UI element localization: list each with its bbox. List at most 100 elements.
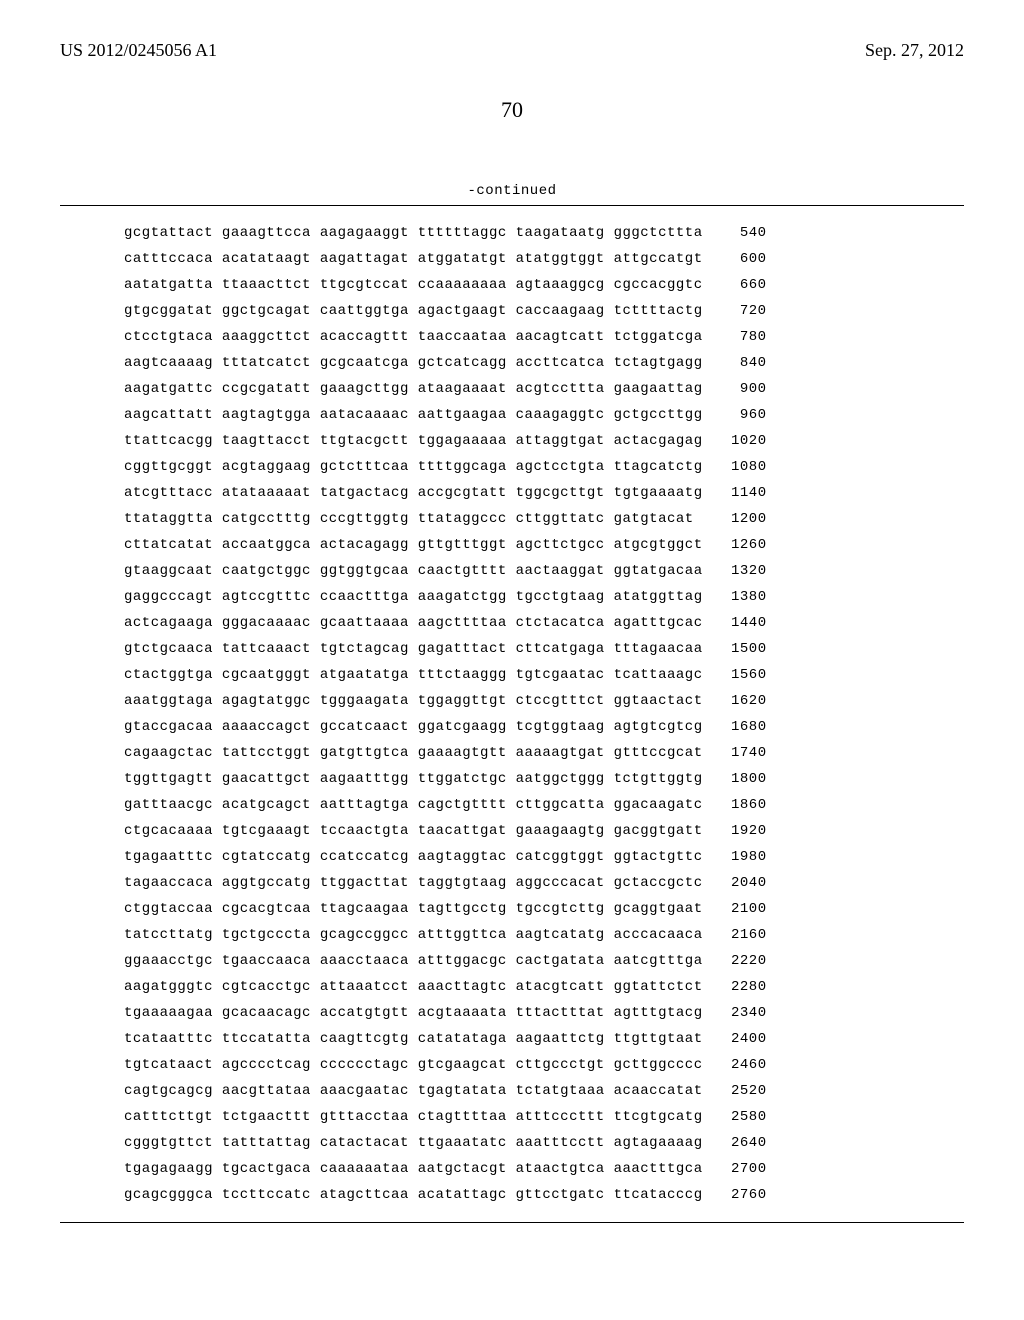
sequence-groups: aaatggtaga agagtatggc tgggaagata tggaggt… (124, 688, 727, 714)
sequence-row: aagatgggtc cgtcacctgc attaaatcct aaactta… (124, 974, 767, 1000)
sequence-groups: cggttgcggt acgtaggaag gctctttcaa ttttggc… (124, 454, 727, 480)
sequence-groups: tggttgagtt gaacattgct aagaatttgg ttggatc… (124, 766, 727, 792)
sequence-row: catttccaca acatataagt aagattagat atggata… (124, 246, 767, 272)
sequence-position: 1980 (727, 844, 767, 870)
sequence-row: tatccttatg tgctgcccta gcagccggcc atttggt… (124, 922, 767, 948)
sequence-position: 1500 (727, 636, 767, 662)
sequence-row: tgagagaagg tgcactgaca caaaaaataa aatgcta… (124, 1156, 767, 1182)
sequence-position: 2280 (727, 974, 767, 1000)
sequence-position: 540 (727, 220, 767, 246)
sequence-row: tgtcataact agcccctcag cccccctagc gtcgaag… (124, 1052, 767, 1078)
page-number: 70 (60, 97, 964, 123)
sequence-position: 1440 (727, 610, 767, 636)
sequence-position: 1740 (727, 740, 767, 766)
sequence-groups: tgaaaaagaa gcacaacagc accatgtgtt acgtaaa… (124, 1000, 727, 1026)
sequence-position: 780 (727, 324, 767, 350)
sequence-groups: aagatgggtc cgtcacctgc attaaatcct aaactta… (124, 974, 727, 1000)
sequence-row: ctactggtga cgcaatgggt atgaatatga tttctaa… (124, 662, 767, 688)
sequence-position: 2460 (727, 1052, 767, 1078)
sequence-row: tagaaccaca aggtgccatg ttggacttat taggtgt… (124, 870, 767, 896)
sequence-position: 1860 (727, 792, 767, 818)
sequence-row: aaatggtaga agagtatggc tgggaagata tggaggt… (124, 688, 767, 714)
sequence-position: 1320 (727, 558, 767, 584)
sequence-position: 1380 (727, 584, 767, 610)
sequence-row: ggaaacctgc tgaaccaaca aaacctaaca atttgga… (124, 948, 767, 974)
sequence-row: gcgtattact gaaagttcca aagagaaggt tttttta… (124, 220, 767, 246)
sequence-row: aatatgatta ttaaacttct ttgcgtccat ccaaaaa… (124, 272, 767, 298)
sequence-position: 1800 (727, 766, 767, 792)
sequence-position: 2580 (727, 1104, 767, 1130)
sequence-position: 2760 (727, 1182, 767, 1208)
sequence-row: ctggtaccaa cgcacgtcaa ttagcaagaa tagttgc… (124, 896, 767, 922)
sequence-row: aagtcaaaag tttatcatct gcgcaatcga gctcatc… (124, 350, 767, 376)
sequence-row: gtaccgacaa aaaaccagct gccatcaact ggatcga… (124, 714, 767, 740)
sequence-row: atcgtttacc atataaaaat tatgactacg accgcgt… (124, 480, 767, 506)
sequence-groups: tagaaccaca aggtgccatg ttggacttat taggtgt… (124, 870, 727, 896)
sequence-row: ttataggtta catgcctttg cccgttggtg ttatagg… (124, 506, 767, 532)
sequence-position: 2040 (727, 870, 767, 896)
sequence-groups: ttataggtta catgcctttg cccgttggtg ttatagg… (124, 506, 727, 532)
sequence-position: 2340 (727, 1000, 767, 1026)
sequence-row: actcagaaga gggacaaaac gcaattaaaa aagcttt… (124, 610, 767, 636)
sequence-groups: atcgtttacc atataaaaat tatgactacg accgcgt… (124, 480, 727, 506)
sequence-groups: cagtgcagcg aacgttataa aaacgaatac tgagtat… (124, 1078, 727, 1104)
sequence-row: gtgcggatat ggctgcagat caattggtga agactga… (124, 298, 767, 324)
sequence-row: ttattcacgg taagttacct ttgtacgctt tggagaa… (124, 428, 767, 454)
sequence-groups: cttatcatat accaatggca actacagagg gttgttt… (124, 532, 727, 558)
sequence-groups: tcataatttc ttccatatta caagttcgtg catatat… (124, 1026, 727, 1052)
sequence-groups: tatccttatg tgctgcccta gcagccggcc atttggt… (124, 922, 727, 948)
sequence-position: 1200 (727, 506, 767, 532)
sequence-row: catttcttgt tctgaacttt gtttacctaa ctagttt… (124, 1104, 767, 1130)
sequence-position: 1140 (727, 480, 767, 506)
sequence-groups: actcagaaga gggacaaaac gcaattaaaa aagcttt… (124, 610, 727, 636)
sequence-row: tgagaatttc cgtatccatg ccatccatcg aagtagg… (124, 844, 767, 870)
sequence-row: gtaaggcaat caatgctggc ggtggtgcaa caactgt… (124, 558, 767, 584)
sequence-position: 1560 (727, 662, 767, 688)
sequence-row: tggttgagtt gaacattgct aagaatttgg ttggatc… (124, 766, 767, 792)
publication-number: US 2012/0245056 A1 (60, 40, 217, 61)
sequence-position: 1080 (727, 454, 767, 480)
page-container: US 2012/0245056 A1 Sep. 27, 2012 70 -con… (0, 0, 1024, 1283)
sequence-groups: gtgcggatat ggctgcagat caattggtga agactga… (124, 298, 727, 324)
sequence-row: ctcctgtaca aaaggcttct acaccagttt taaccaa… (124, 324, 767, 350)
sequence-position: 720 (727, 298, 767, 324)
header-row: US 2012/0245056 A1 Sep. 27, 2012 (60, 40, 964, 61)
sequence-groups: cagaagctac tattcctggt gatgttgtca gaaaagt… (124, 740, 727, 766)
sequence-table: gcgtattact gaaagttcca aagagaaggt tttttta… (124, 220, 767, 1208)
sequence-groups: ctgcacaaaa tgtcgaaagt tccaactgta taacatt… (124, 818, 727, 844)
sequence-position: 1260 (727, 532, 767, 558)
sequence-row: cagaagctac tattcctggt gatgttgtca gaaaagt… (124, 740, 767, 766)
sequence-groups: ttattcacgg taagttacct ttgtacgctt tggagaa… (124, 428, 727, 454)
sequence-position: 2400 (727, 1026, 767, 1052)
sequence-row: aagatgattc ccgcgatatt gaaagcttgg ataagaa… (124, 376, 767, 402)
sequence-position: 2640 (727, 1130, 767, 1156)
sequence-row: cttatcatat accaatggca actacagagg gttgttt… (124, 532, 767, 558)
sequence-position: 660 (727, 272, 767, 298)
sequence-groups: catttcttgt tctgaacttt gtttacctaa ctagttt… (124, 1104, 727, 1130)
sequence-groups: ggaaacctgc tgaaccaaca aaacctaaca atttgga… (124, 948, 727, 974)
sequence-groups: ctggtaccaa cgcacgtcaa ttagcaagaa tagttgc… (124, 896, 727, 922)
sequence-groups: tgagaatttc cgtatccatg ccatccatcg aagtagg… (124, 844, 727, 870)
sequence-groups: gcgtattact gaaagttcca aagagaaggt tttttta… (124, 220, 727, 246)
publication-date: Sep. 27, 2012 (865, 40, 964, 61)
sequence-groups: ctcctgtaca aaaggcttct acaccagttt taaccaa… (124, 324, 727, 350)
sequence-row: gcagcgggca tccttccatc atagcttcaa acatatt… (124, 1182, 767, 1208)
sequence-row: gatttaacgc acatgcagct aatttagtga cagctgt… (124, 792, 767, 818)
sequence-row: cagtgcagcg aacgttataa aaacgaatac tgagtat… (124, 1078, 767, 1104)
sequence-position: 2520 (727, 1078, 767, 1104)
sequence-position: 600 (727, 246, 767, 272)
sequence-groups: cgggtgttct tatttattag catactacat ttgaaat… (124, 1130, 727, 1156)
sequence-row: tcataatttc ttccatatta caagttcgtg catatat… (124, 1026, 767, 1052)
sequence-groups: gcagcgggca tccttccatc atagcttcaa acatatt… (124, 1182, 727, 1208)
sequence-groups: aagcattatt aagtagtgga aatacaaaac aattgaa… (124, 402, 727, 428)
sequence-block: gcgtattact gaaagttcca aagagaaggt tttttta… (60, 205, 964, 1223)
sequence-row: tgaaaaagaa gcacaacagc accatgtgtt acgtaaa… (124, 1000, 767, 1026)
sequence-row: gtctgcaaca tattcaaact tgtctagcag gagattt… (124, 636, 767, 662)
sequence-groups: gaggcccagt agtccgtttc ccaactttga aaagatc… (124, 584, 727, 610)
sequence-groups: gtaaggcaat caatgctggc ggtggtgcaa caactgt… (124, 558, 727, 584)
sequence-groups: tgtcataact agcccctcag cccccctagc gtcgaag… (124, 1052, 727, 1078)
sequence-position: 2220 (727, 948, 767, 974)
sequence-row: aagcattatt aagtagtgga aatacaaaac aattgaa… (124, 402, 767, 428)
sequence-groups: tgagagaagg tgcactgaca caaaaaataa aatgcta… (124, 1156, 727, 1182)
sequence-row: ctgcacaaaa tgtcgaaagt tccaactgta taacatt… (124, 818, 767, 844)
